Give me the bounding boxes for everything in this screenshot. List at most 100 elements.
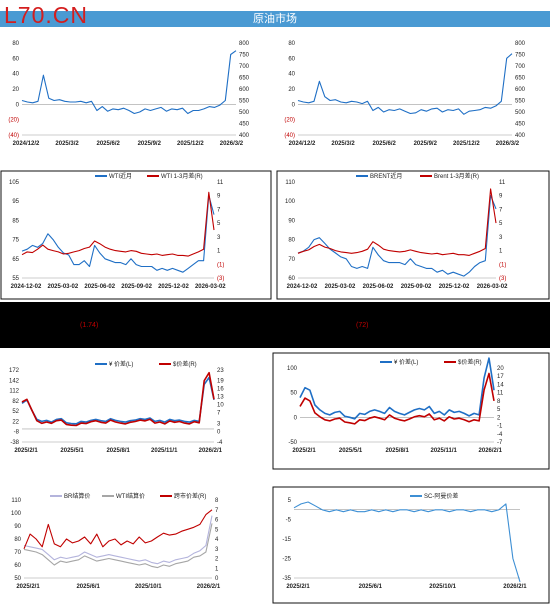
y-left-tick-label: -5	[286, 518, 292, 524]
y-left-tick-label: 80	[12, 41, 19, 47]
y-left-tick-label: 70	[288, 257, 295, 263]
series-line	[297, 194, 497, 277]
y-left-tick-label: 60	[288, 276, 295, 282]
y-right-tick-label: 650	[239, 76, 250, 82]
y-right-tick-label: 550	[515, 99, 526, 105]
y-right-tick-label: 5	[215, 527, 219, 533]
y-right-tick-label: 23	[217, 368, 224, 374]
y-right-tick-label: 3	[215, 547, 219, 553]
legend-label: ¥ 价差(L)	[394, 358, 418, 366]
series-line	[299, 357, 495, 420]
legend-label: WTI 1-3月差(R)	[161, 172, 203, 180]
y-right-tick-label: 11	[499, 180, 506, 186]
y-right-tick-label: 1	[215, 566, 219, 572]
y-right-tick-label: 0	[215, 576, 219, 582]
y-left-tick-label: 172	[9, 368, 20, 374]
x-tick-label: 2025/2/1	[292, 448, 316, 454]
x-tick-label: 2026-03-02	[477, 284, 508, 290]
y-right-tick-label: 450	[515, 122, 526, 128]
y-right-tick-label: 400	[239, 133, 250, 139]
x-tick-label: 2024/12/2	[289, 141, 316, 147]
y-left-tick-label: 110	[285, 180, 295, 186]
chart-price-spread-1: 172 142 112 82 52 22 -8 -38 23 19 16 13 10 7 3 0 -4 2025/…	[9, 360, 224, 454]
y-right-tick-label: 7	[217, 411, 221, 417]
y-left-tick-label: 70	[14, 550, 21, 556]
series-line	[23, 523, 213, 569]
x-tick-label: 2025/9/2	[414, 141, 438, 147]
x-tick-label: 2025/10/1	[429, 584, 456, 590]
y-right-tick-label: (1)	[499, 262, 506, 268]
y-right-tick-label: 4	[215, 537, 219, 543]
x-tick-label: 2025-12-02	[158, 284, 189, 290]
dark-divider-band	[0, 302, 550, 348]
y-left-tick-label: -38	[10, 440, 19, 446]
y-left-tick-label: 80	[288, 238, 295, 244]
series-line	[297, 188, 497, 256]
band-value-right: (72)	[356, 322, 369, 329]
series-line	[293, 501, 521, 583]
legend-label: SC-阿曼价差	[424, 492, 458, 500]
y-right-tick-label: 20	[497, 366, 504, 372]
x-tick-label: 2025/2/1	[286, 584, 310, 590]
x-tick-label: 2026/2/1	[479, 448, 503, 454]
x-tick-label: 2025/10/1	[135, 584, 162, 590]
band-value-left: (1.74)	[80, 322, 99, 329]
y-right-tick-label: 11	[217, 180, 224, 186]
y-right-tick-label: 3	[217, 235, 221, 241]
y-left-tick-label: -50	[288, 440, 297, 446]
y-left-tick-label: 90	[288, 218, 295, 224]
y-right-tick-label: 500	[515, 110, 526, 116]
y-right-tick-label: 9	[217, 194, 221, 200]
x-tick-label: 2024-12-02	[287, 284, 318, 290]
legend-label: WTI近月	[109, 172, 132, 180]
legend-label: $价差(R)	[458, 358, 482, 366]
y-left-tick-label: 0	[294, 415, 298, 421]
y-left-tick-label: 110	[11, 498, 21, 504]
chart-spread-2: 80 60 40 20 0 (20) (40) 800 750 700 650 600 550 500 45…	[284, 41, 526, 147]
series-line	[21, 376, 215, 425]
y-left-tick-label: 65	[12, 257, 19, 263]
x-tick-label: 2025/5/1	[339, 448, 363, 454]
series-line	[297, 53, 513, 115]
y-right-tick-label: 16	[217, 387, 224, 393]
x-tick-label: 2025/6/1	[359, 584, 383, 590]
y-right-tick-label: 5	[217, 221, 221, 227]
page-title: 原油市场	[0, 11, 550, 27]
x-tick-label: 2025/6/1	[76, 584, 100, 590]
y-left-tick-label: 20	[12, 87, 19, 93]
y-left-tick-label: (40)	[284, 133, 295, 139]
x-tick-label: 2026-03-02	[195, 284, 226, 290]
y-left-tick-label: -8	[14, 430, 20, 436]
legend-label: ¥ 价差(L)	[109, 360, 133, 368]
chart-settlement: 110 100 90 80 70 60 50 8 7 6 5 4 3 2 1 0 2025/2/1 2025/6/…	[11, 492, 221, 590]
chart-border	[272, 352, 550, 470]
y-left-tick-label: 112	[9, 389, 19, 395]
x-tick-label: 2026/2/1	[503, 584, 527, 590]
y-right-tick-label: 500	[239, 110, 250, 116]
y-right-tick-label: 800	[239, 41, 250, 47]
series-line	[23, 515, 213, 565]
y-right-tick-label: 3	[499, 235, 503, 241]
x-tick-label: 2025-12-02	[439, 284, 470, 290]
y-left-tick-label: (20)	[8, 118, 19, 124]
y-left-tick-label: 60	[288, 56, 295, 62]
chart-border	[272, 486, 550, 604]
y-right-tick-label: 800	[515, 41, 526, 47]
x-tick-label: 2025/3/2	[331, 141, 355, 147]
y-left-tick-label: 50	[14, 576, 21, 582]
x-tick-label: 2025/9/2	[138, 141, 162, 147]
chart-brent: 110 100 90 80 70 60 11 9 7 5 3 1 (1) (3) 2024-12-02 202…	[276, 170, 550, 300]
y-right-tick-label: 650	[515, 76, 526, 82]
series-line	[299, 372, 495, 425]
y-left-tick-label: -25	[282, 557, 291, 563]
chart-border	[276, 170, 550, 300]
y-left-tick-label: 5	[288, 498, 292, 504]
y-right-tick-label: 5	[499, 221, 503, 227]
x-tick-label: 2025-03-02	[48, 284, 79, 290]
chart-border	[0, 170, 272, 300]
legend-label: $价差(R)	[173, 360, 197, 368]
y-right-tick-label: 750	[239, 53, 250, 59]
y-right-tick-label: 17	[497, 374, 504, 380]
y-right-tick-label: 7	[217, 207, 221, 213]
y-left-tick-label: 100	[11, 511, 22, 517]
